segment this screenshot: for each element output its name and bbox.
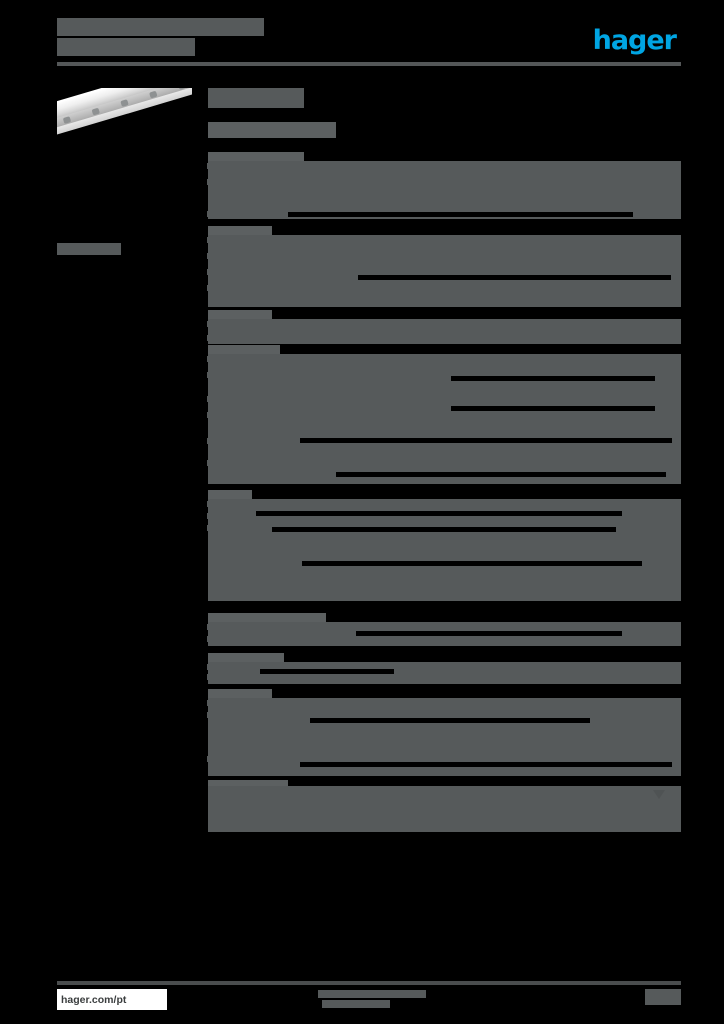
spec-table: [208, 698, 681, 776]
chevron-down-icon[interactable]: [653, 790, 665, 799]
product-image-caption: [57, 243, 121, 255]
spec-table: [208, 786, 681, 832]
product-heading: [208, 88, 304, 108]
table-row: [207, 636, 214, 642]
spec-table: [208, 235, 681, 307]
table-row-whitespace: [260, 669, 394, 674]
table-row: [207, 285, 214, 291]
spec-table: [208, 662, 681, 684]
table-row: [207, 179, 214, 185]
header-divider: [57, 62, 681, 66]
table-row-whitespace: [300, 438, 672, 443]
table-row: [207, 674, 214, 680]
footer-center-line-2: [322, 1000, 390, 1008]
table-row: [207, 513, 214, 519]
table-row-whitespace: [451, 376, 655, 381]
table-row: [207, 412, 214, 418]
main-content: [207, 88, 681, 832]
product-photo[interactable]: [57, 88, 192, 170]
hager-wordmark: hager: [592, 25, 677, 56]
table-row: [207, 460, 214, 466]
table-row: [207, 211, 214, 217]
table-row: [207, 237, 214, 243]
table-row-whitespace: [302, 561, 642, 566]
spec-table: [208, 499, 681, 601]
table-row: [207, 269, 214, 275]
table-row: [207, 356, 214, 362]
table-row: [207, 525, 214, 531]
table-row: [207, 372, 214, 378]
footer-center-line-1: [318, 990, 426, 998]
product-subheading: [208, 122, 336, 138]
table-row-whitespace: [336, 472, 666, 477]
table-row: [207, 712, 214, 718]
table-row-whitespace: [288, 212, 633, 217]
table-row: [207, 664, 214, 670]
table-row-whitespace: [451, 406, 655, 411]
footer-url-text: hager.com/pt: [61, 993, 127, 1006]
table-row: [207, 163, 214, 169]
spec-table: [208, 319, 681, 344]
table-row-whitespace: [300, 762, 672, 767]
din-rail-graphic: [57, 88, 192, 137]
table-row-whitespace: [310, 718, 590, 723]
table-row: [207, 321, 214, 327]
page-title-line-1: [57, 18, 264, 36]
table-row: [207, 624, 214, 630]
hager-logo[interactable]: hager: [588, 25, 677, 56]
table-row: [207, 700, 214, 706]
table-row-whitespace: [256, 511, 622, 516]
table-row-whitespace: [272, 527, 616, 532]
table-row: [207, 756, 214, 762]
page-title-line-2: [57, 38, 195, 56]
footer-url-box[interactable]: hager.com/pt: [57, 989, 167, 1010]
table-row: [207, 396, 214, 402]
table-row-whitespace: [358, 275, 671, 280]
footer-divider: [57, 981, 681, 985]
table-row: [207, 501, 214, 507]
table-row-whitespace: [356, 631, 622, 636]
table-row: [207, 253, 214, 259]
footer-page-number: [645, 989, 681, 1005]
spec-table: [208, 354, 681, 484]
table-row: [207, 335, 214, 341]
spec-table: [208, 161, 681, 219]
table-row: [207, 438, 214, 444]
spec-table: [208, 622, 681, 646]
